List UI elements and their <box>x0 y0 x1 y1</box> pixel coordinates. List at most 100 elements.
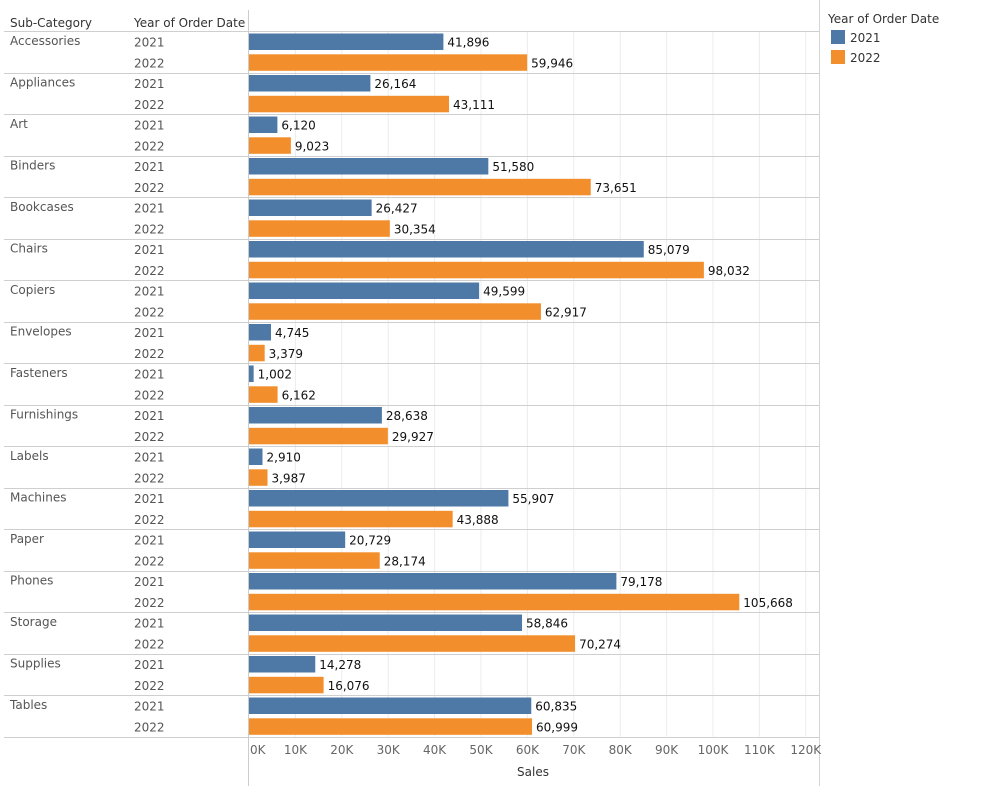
data-label-bookcases-2021: 26,427 <box>376 202 418 216</box>
category-group-storage: Storage 2021 2022 <box>10 615 165 651</box>
bar-art-2021[interactable] <box>249 116 278 134</box>
category-label-copiers[interactable]: Copiers <box>10 283 55 297</box>
bar-chairs-2022[interactable] <box>249 261 704 279</box>
bar-accessories-2021[interactable] <box>249 33 444 51</box>
legend: Year of Order Date 2021 2022 <box>827 12 939 65</box>
bar-binders-2021[interactable] <box>249 158 489 175</box>
category-label-fasteners[interactable]: Fasteners <box>10 366 68 380</box>
gridlines <box>294 31 807 737</box>
category-group-supplies: Supplies 2021 2022 <box>10 657 165 693</box>
bar-phones-2022[interactable] <box>249 593 740 611</box>
bar-fasteners-2022[interactable] <box>249 386 278 403</box>
data-label-storage-2022: 70,274 <box>579 637 621 651</box>
category-group-art: Art 2021 2022 <box>10 117 165 153</box>
bar-paper-2021[interactable] <box>249 531 346 549</box>
bar-envelopes-2022[interactable] <box>249 344 265 362</box>
bar-phones-2021[interactable] <box>249 573 617 590</box>
bar-furnishings-2022[interactable] <box>249 427 388 445</box>
x-axis-title: Sales <box>517 765 549 779</box>
bar-tables-2021[interactable] <box>249 697 532 715</box>
bar-machines-2022[interactable] <box>249 510 453 528</box>
bar-labels-2021[interactable] <box>249 448 263 466</box>
year-label-fasteners-2021: 2021 <box>134 368 165 382</box>
data-label-paper-2021: 20,729 <box>349 534 391 548</box>
x-tick-90k: 90K <box>655 743 679 757</box>
x-tick-50k: 50K <box>469 743 493 757</box>
year-label-copiers-2021: 2021 <box>134 285 165 299</box>
category-label-binders[interactable]: Binders <box>10 159 55 173</box>
bar-accessories-2022[interactable] <box>249 54 528 71</box>
year-label-binders-2022: 2022 <box>134 181 165 195</box>
year-label-tables-2021: 2021 <box>134 700 165 714</box>
data-label-furnishings-2021: 28,638 <box>386 409 428 423</box>
category-label-storage[interactable]: Storage <box>10 615 57 629</box>
data-label-tables-2021: 60,835 <box>535 700 577 714</box>
bar-envelopes-2021[interactable] <box>249 324 272 341</box>
year-label-machines-2022: 2022 <box>134 513 165 527</box>
category-label-bookcases[interactable]: Bookcases <box>10 200 74 214</box>
category-group-appliances: Appliances 2021 2022 <box>10 76 165 112</box>
data-label-chairs-2021: 85,079 <box>648 243 690 257</box>
data-label-fasteners-2021: 1,002 <box>258 368 292 382</box>
category-label-envelopes[interactable]: Envelopes <box>10 325 72 339</box>
data-label-supplies-2021: 14,278 <box>319 658 361 672</box>
bar-machines-2021[interactable] <box>249 490 509 507</box>
legend-title: Year of Order Date <box>827 12 939 26</box>
category-label-labels[interactable]: Labels <box>10 449 49 463</box>
bar-labels-2022[interactable] <box>249 469 268 486</box>
category-label-supplies[interactable]: Supplies <box>10 657 61 671</box>
bar-copiers-2022[interactable] <box>249 303 541 320</box>
data-label-chairs-2022: 98,032 <box>708 264 750 278</box>
row-separators <box>4 0 820 786</box>
header-sub-category[interactable]: Sub-Category <box>10 16 92 30</box>
bar-appliances-2022[interactable] <box>249 95 450 113</box>
data-label-tables-2022: 60,999 <box>536 720 578 734</box>
year-label-envelopes-2021: 2021 <box>134 326 165 340</box>
year-label-storage-2022: 2022 <box>134 637 165 651</box>
bar-storage-2021[interactable] <box>249 614 523 632</box>
bar-paper-2022[interactable] <box>249 552 380 569</box>
year-label-art-2021: 2021 <box>134 119 165 133</box>
header-year-of-order-date[interactable]: Year of Order Date <box>133 16 245 30</box>
year-label-tables-2022: 2022 <box>134 720 165 734</box>
year-label-chairs-2021: 2021 <box>134 243 165 257</box>
year-label-storage-2021: 2021 <box>134 617 165 631</box>
bar-tables-2022[interactable] <box>249 718 533 735</box>
category-label-phones[interactable]: Phones <box>10 574 53 588</box>
category-label-furnishings[interactable]: Furnishings <box>10 408 78 422</box>
bar-appliances-2021[interactable] <box>249 75 371 92</box>
bar-bookcases-2021[interactable] <box>249 199 372 217</box>
category-label-machines[interactable]: Machines <box>10 491 66 505</box>
bar-supplies-2022[interactable] <box>249 676 324 694</box>
category-label-appliances[interactable]: Appliances <box>10 76 75 90</box>
category-group-envelopes: Envelopes 2021 2022 <box>10 325 165 361</box>
bar-furnishings-2021[interactable] <box>249 407 382 424</box>
category-label-accessories[interactable]: Accessories <box>10 34 80 48</box>
year-label-bookcases-2021: 2021 <box>134 202 165 216</box>
x-tick-110k: 110K <box>744 743 776 757</box>
data-label-copiers-2021: 49,599 <box>483 285 525 299</box>
bar-supplies-2021[interactable] <box>249 656 316 673</box>
bar-copiers-2021[interactable] <box>249 282 480 300</box>
bar-bookcases-2022[interactable] <box>249 220 390 237</box>
category-label-paper[interactable]: Paper <box>10 532 44 546</box>
data-label-art-2021: 6,120 <box>281 119 315 133</box>
x-axis-ticks: 0K 10K 20K 30K 40K 50K 60K 70K 80K 90K 100K 110K 120… <box>250 743 822 757</box>
category-label-tables[interactable]: Tables <box>9 698 47 712</box>
legend-item-2021[interactable]: 2021 <box>831 30 881 45</box>
bar-storage-2022[interactable] <box>249 635 576 652</box>
x-tick-70k: 70K <box>562 743 586 757</box>
category-label-art[interactable]: Art <box>10 117 28 131</box>
x-tick-100k: 100K <box>698 743 730 757</box>
data-label-supplies-2022: 16,076 <box>328 679 370 693</box>
year-label-appliances-2021: 2021 <box>134 77 165 91</box>
bar-binders-2022[interactable] <box>249 178 591 196</box>
bar-chairs-2021[interactable] <box>249 241 644 258</box>
bar-fasteners-2021[interactable] <box>249 365 254 383</box>
x-tick-20k: 20K <box>330 743 354 757</box>
category-label-chairs[interactable]: Chairs <box>10 242 48 256</box>
data-label-appliances-2021: 26,164 <box>374 77 416 91</box>
legend-item-2022[interactable]: 2022 <box>831 50 881 65</box>
bar-art-2022[interactable] <box>249 137 291 154</box>
year-label-supplies-2022: 2022 <box>134 679 165 693</box>
